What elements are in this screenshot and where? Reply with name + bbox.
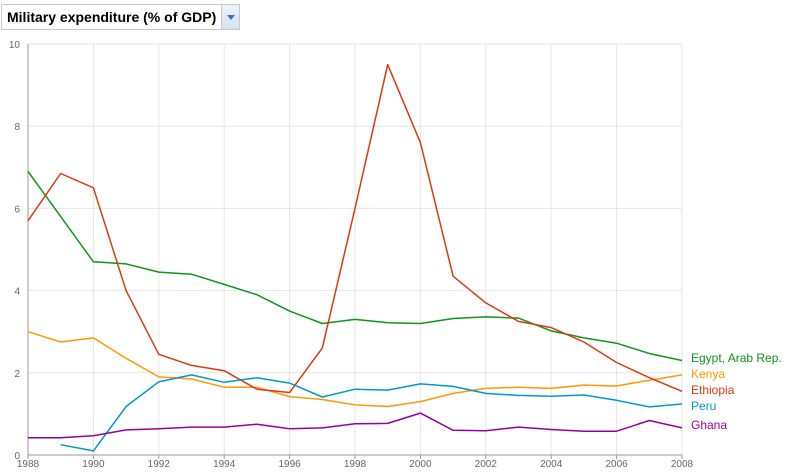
- indicator-dropdown-button[interactable]: [221, 5, 240, 29]
- legend: Egypt, Arab Rep. Kenya Ethiopia Peru Ghana: [691, 351, 782, 432]
- y-tick-label: 10: [9, 40, 21, 51]
- x-tick-label: 2008: [671, 459, 694, 470]
- series-line-egypt-arab-rep: [27, 170, 683, 362]
- x-tick-label: 2004: [540, 459, 563, 470]
- x-tick-label: 2002: [475, 459, 498, 470]
- series-line-ethiopia: [27, 63, 683, 394]
- y-axis-ticks: 0 2 4 6 8 10: [9, 40, 21, 462]
- y-tick-label: 6: [14, 204, 20, 215]
- series-lines: [27, 63, 683, 452]
- legend-label-ethiopia: Ethiopia: [691, 383, 735, 397]
- y-tick-label: 2: [14, 369, 20, 380]
- chevron-down-icon: [226, 14, 235, 20]
- series-line-ghana: [28, 412, 683, 439]
- x-axis-ticks: 1988 1990 1992 1994 1996 1998 2000 2002 2004 2006…: [17, 455, 694, 470]
- y-tick-label: 8: [14, 122, 20, 133]
- chart-title: Military expenditure (% of GDP): [7, 9, 217, 25]
- x-tick-label: 1992: [148, 459, 171, 470]
- x-tick-label: 1994: [213, 459, 236, 470]
- chart-grid: [27, 43, 683, 456]
- legend-label-peru: Peru: [691, 399, 716, 413]
- series-line-peru: [60, 374, 683, 452]
- indicator-selector[interactable]: Military expenditure (% of GDP): [1, 4, 241, 30]
- x-tick-label: 1998: [344, 459, 367, 470]
- legend-label-kenya: Kenya: [691, 367, 725, 381]
- legend-label-ghana: Ghana: [691, 418, 727, 432]
- x-tick-label: 1996: [278, 459, 301, 470]
- x-tick-label: 1988: [17, 459, 40, 470]
- x-tick-label: 1990: [82, 459, 105, 470]
- x-tick-label: 2000: [409, 459, 432, 470]
- x-tick-label: 2006: [605, 459, 628, 470]
- legend-label-egypt-arab-rep: Egypt, Arab Rep.: [691, 351, 782, 365]
- series-line-kenya: [27, 330, 683, 408]
- y-tick-label: 4: [14, 287, 20, 298]
- y-tick-label: 0: [14, 451, 20, 462]
